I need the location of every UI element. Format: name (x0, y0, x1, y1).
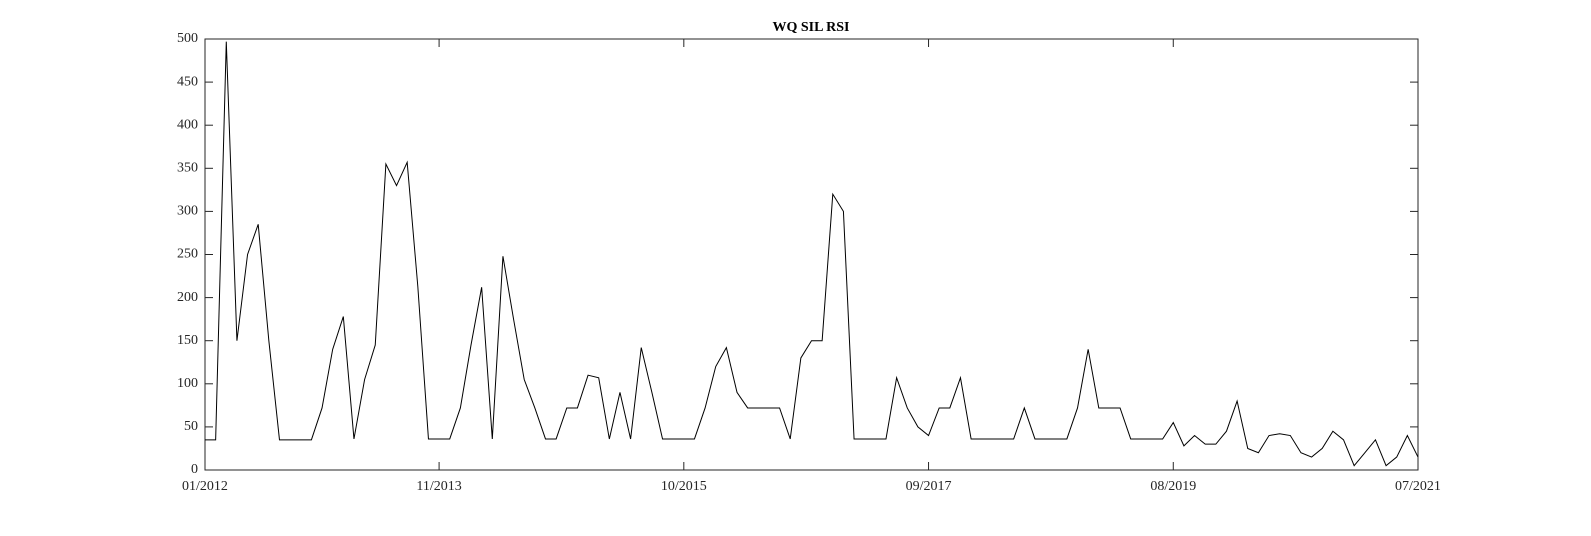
x-tick-label: 07/2021 (1395, 479, 1441, 494)
y-tick-label: 500 (177, 31, 198, 46)
y-tick-label: 200 (177, 290, 198, 305)
y-tick-label: 250 (177, 247, 198, 262)
y-tick-label: 350 (177, 161, 198, 176)
y-tick-label: 0 (191, 462, 198, 477)
data-line (205, 41, 1419, 467)
y-tick-label: 300 (177, 204, 198, 219)
x-tick-label: 10/2015 (661, 479, 707, 494)
x-tick-label: 08/2019 (1150, 479, 1196, 494)
y-tick-label: 150 (177, 333, 198, 348)
y-tick-label: 400 (177, 117, 198, 132)
y-tick-label: 50 (184, 419, 198, 434)
chart-title: WQ SIL RSI (772, 20, 849, 35)
y-tick-label: 450 (177, 74, 198, 89)
x-tick-label: 09/2017 (906, 479, 952, 494)
x-tick-label: 11/2013 (416, 479, 461, 494)
x-tick-label: 01/2012 (182, 479, 228, 494)
y-tick-label: 100 (177, 376, 198, 391)
